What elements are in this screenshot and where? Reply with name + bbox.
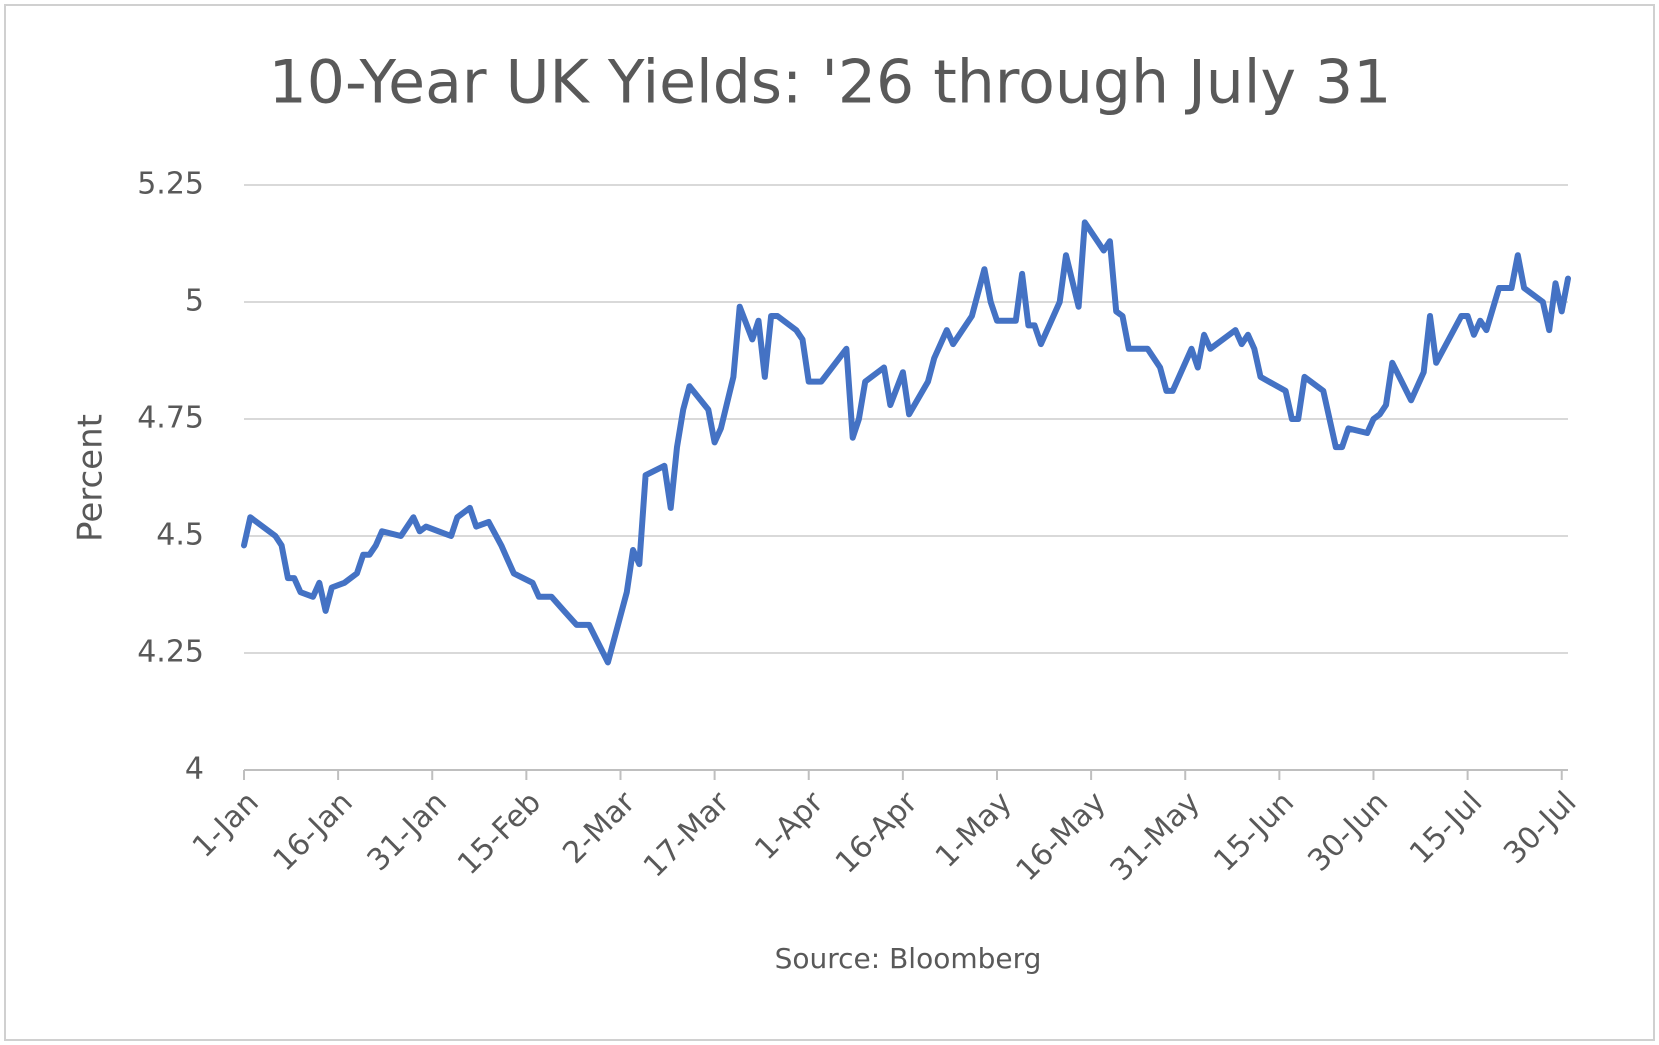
data-line	[241, 219, 1571, 666]
y-tick-label: 4.25	[137, 635, 204, 670]
source-note: Source: Bloomberg	[775, 942, 1042, 975]
y-tick-label: 5	[185, 284, 204, 319]
y-tick-label: 4.5	[156, 518, 204, 553]
y-tick-label: 4	[185, 752, 204, 787]
y-tick-label: 5.25	[137, 167, 204, 202]
y-tick-label: 4.75	[137, 401, 204, 436]
chart-frame	[4, 4, 1655, 1041]
chart-title: 10-Year UK Yields: '26 through July 31	[269, 48, 1392, 118]
y-axis-label: Percent	[71, 414, 111, 542]
